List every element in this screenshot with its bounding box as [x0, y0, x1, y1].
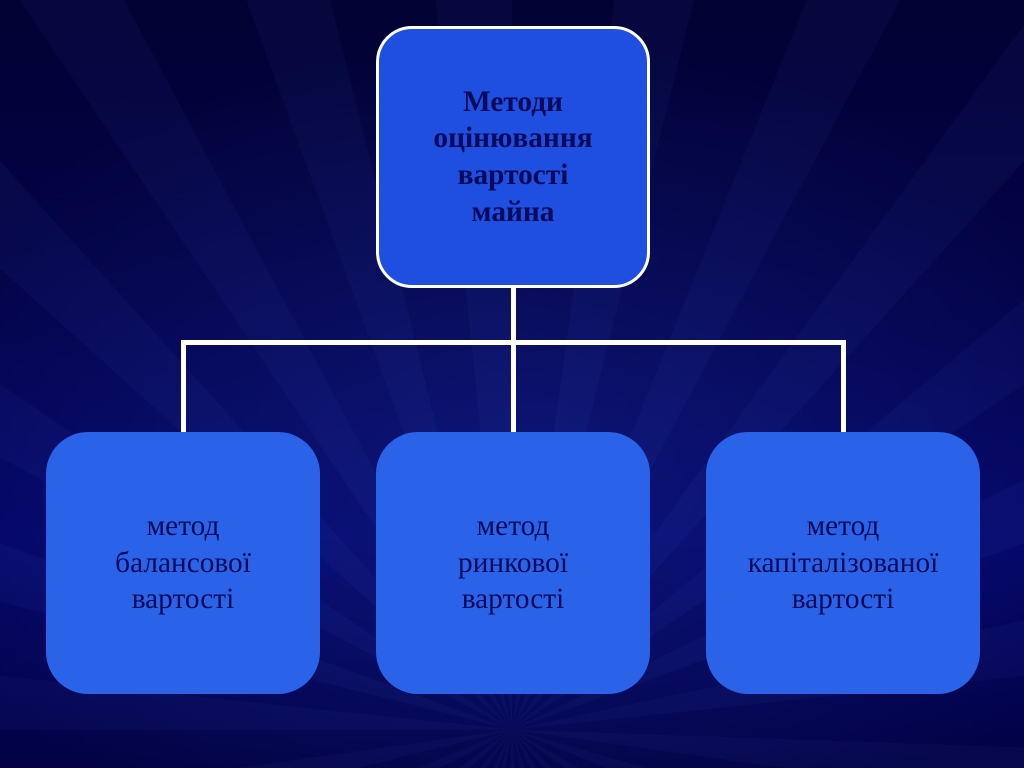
- tree-child-node: метод ринкової вартості: [376, 432, 650, 694]
- node-label: метод балансової вартості: [95, 508, 271, 618]
- tree-connector: [511, 286, 516, 345]
- tree-connector: [181, 340, 186, 434]
- tree-root-node: Методи оцінювання вартості майна: [376, 26, 650, 288]
- node-label: Методи оцінювання вартості майна: [413, 84, 612, 231]
- tree-connector: [511, 340, 516, 434]
- node-label: метод капіталізованої вартості: [728, 508, 959, 618]
- tree-connector: [841, 340, 846, 434]
- tree-child-node: метод балансової вартості: [46, 432, 320, 694]
- node-label: метод ринкової вартості: [438, 508, 588, 618]
- diagram-canvas: Методи оцінювання вартості майна метод ба…: [0, 0, 1024, 768]
- tree-child-node: метод капіталізованої вартості: [706, 432, 980, 694]
